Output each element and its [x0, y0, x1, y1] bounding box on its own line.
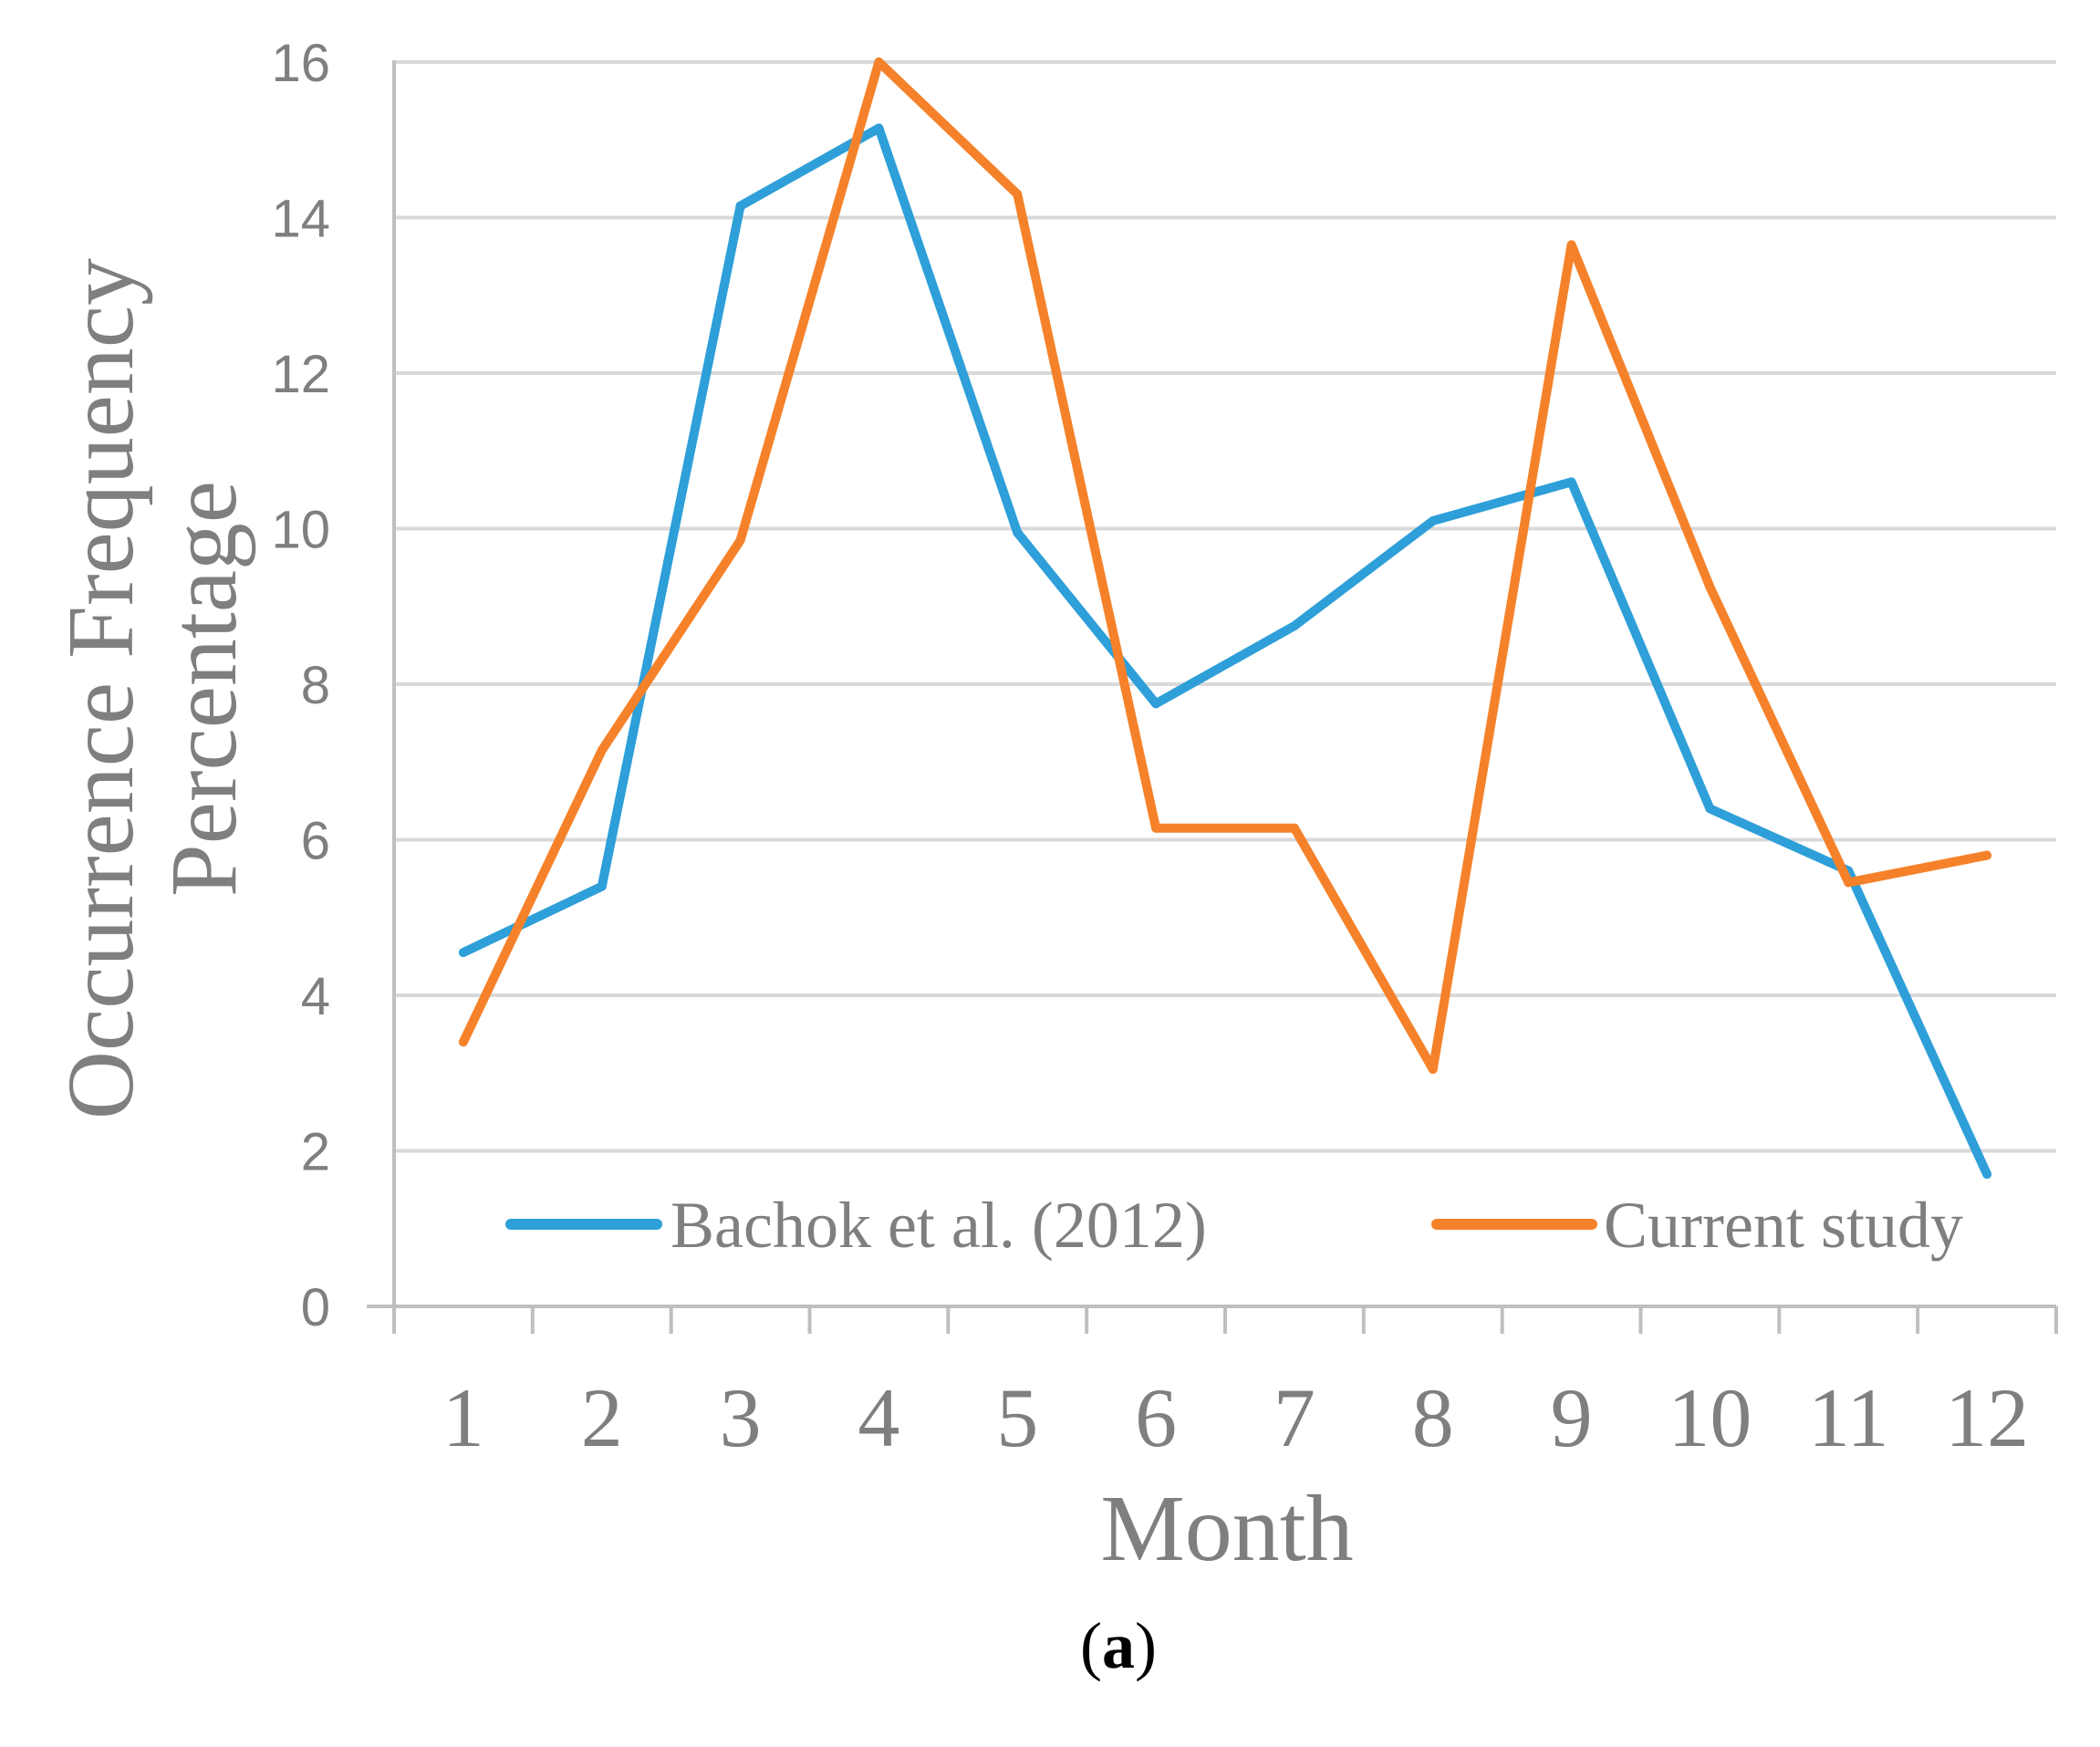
legend: Bachok et al. (2012) Current study: [505, 1189, 1963, 1262]
x-tick-label-9: 9: [1551, 1371, 1593, 1464]
caption-close-paren: ): [1135, 1609, 1157, 1682]
figure-caption: (a): [1080, 1609, 1157, 1682]
data-point-s1-m6: [1151, 823, 1161, 833]
caption-label: a: [1102, 1609, 1135, 1682]
data-point-s0-m1: [458, 948, 468, 958]
y-axis-ticks: 0 2 4 6 8 10 12 14 16: [271, 34, 330, 1337]
legend-label-current-study: Current study: [1604, 1189, 1963, 1262]
x-axis-title: Month: [1100, 1476, 1353, 1581]
x-tick-label-2: 2: [581, 1371, 623, 1464]
legend-label-bachok: Bachok et al. (2012): [671, 1189, 1207, 1262]
data-point-s1-m10: [1705, 582, 1715, 592]
x-tick-label-3: 3: [720, 1371, 762, 1464]
data-point-s0-m10: [1705, 804, 1715, 814]
data-point-s0-m4: [874, 123, 884, 133]
data-point-s1-m7: [1289, 823, 1299, 833]
data-point-s1-m12: [1982, 850, 1992, 860]
data-point-s1-m8: [1428, 1064, 1438, 1074]
y-tick-label-4: 4: [301, 967, 330, 1026]
data-point-s0-m2: [597, 881, 607, 891]
x-tick-label-8: 8: [1412, 1371, 1454, 1464]
data-point-s0-m12: [1982, 1170, 1992, 1180]
x-tick-label-11: 11: [1808, 1371, 1889, 1464]
x-tick-label-6: 6: [1135, 1371, 1177, 1464]
series-lines: [458, 57, 1992, 1180]
data-point-s0-m3: [735, 201, 745, 211]
x-tick-label-1: 1: [442, 1371, 484, 1464]
y-tick-label-8: 8: [301, 656, 330, 715]
x-tick-label-5: 5: [996, 1371, 1038, 1464]
y-tick-label-6: 6: [301, 812, 330, 871]
y-tick-label-14: 14: [271, 190, 330, 249]
x-tick-label-4: 4: [858, 1371, 899, 1464]
data-point-s1-m3: [735, 536, 745, 546]
data-point-s0-m9: [1566, 477, 1576, 487]
y-tick-label-0: 0: [301, 1278, 330, 1337]
y-axis-title-line-1: Occurrence Frequency: [48, 258, 153, 1119]
caption-open-paren: (: [1080, 1609, 1102, 1682]
axes: [367, 60, 2056, 1308]
series-line-1: [458, 57, 1992, 1074]
x-tick-label-7: 7: [1274, 1371, 1315, 1464]
y-tick-label-12: 12: [271, 345, 330, 404]
data-point-s0-m7: [1289, 621, 1299, 631]
data-point-s1-m11: [1844, 878, 1854, 888]
x-tick-label-10: 10: [1668, 1371, 1752, 1464]
data-point-s0-m6: [1151, 699, 1161, 709]
data-point-s1-m4: [874, 57, 884, 67]
data-point-s1-m2: [597, 745, 607, 755]
series-line-0: [458, 123, 1992, 1180]
data-point-s1-m9: [1566, 240, 1576, 250]
y-tick-label-10: 10: [271, 501, 330, 560]
data-point-s1-m1: [458, 1037, 468, 1047]
x-tick-label-12: 12: [1945, 1371, 2029, 1464]
data-point-s0-m5: [1013, 527, 1023, 537]
x-axis-ticks: 1 2 3 4 5 6 7 8 9 10 11 12: [392, 1306, 2058, 1464]
y-tick-label-2: 2: [301, 1123, 330, 1182]
gridlines: [394, 60, 2056, 1153]
data-point-s0-m8: [1428, 515, 1438, 525]
y-axis-title-line-2: Percentage: [151, 481, 256, 897]
data-point-s1-m5: [1013, 189, 1023, 199]
y-tick-label-16: 16: [271, 34, 330, 93]
